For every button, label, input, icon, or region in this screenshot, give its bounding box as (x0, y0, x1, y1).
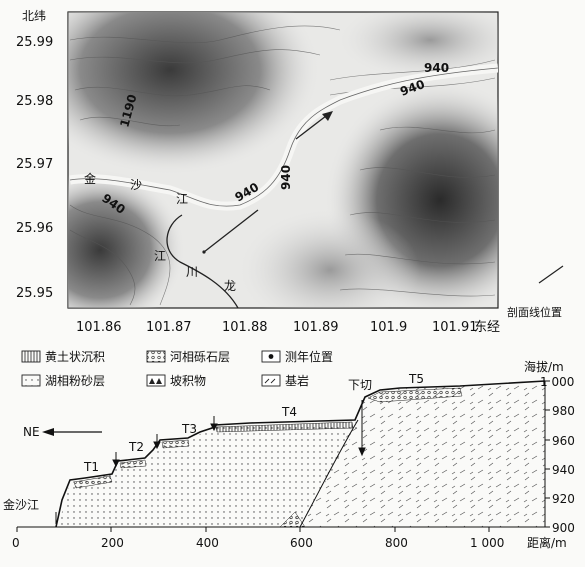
x-tick-400: 400 (196, 536, 219, 550)
longitude-title: 东经 (474, 320, 500, 335)
profile-line-legend-icon (538, 265, 564, 284)
river-char-jin: 金 (84, 171, 96, 186)
legend-swatch-colluvium (146, 374, 166, 387)
direction-arrowhead-icon (42, 428, 54, 436)
bedrock-hatch-icon (264, 378, 276, 384)
lon-tick-1: 101.86 (76, 320, 122, 335)
river-char-chuan: 川 (186, 265, 198, 279)
legend-swatch-bedrock (261, 374, 281, 387)
legend-swatch-loess (21, 350, 41, 363)
legend-label-lacustrine: 湖相粉砂层 (45, 373, 105, 388)
y-tick-960: 960 (552, 434, 575, 448)
legend-label-loess: 黄土状沉积 (45, 350, 105, 364)
lon-tick-2: 101.87 (146, 320, 192, 335)
legend-swatch-lacustrine (21, 374, 41, 387)
terrace-label-t4: T4 (281, 405, 297, 419)
y-tick-980: 980 (552, 404, 575, 418)
y-tick-920: 920 (552, 492, 575, 506)
profile-line-legend-label: 剖面线位置 (507, 305, 562, 319)
lat-tick-1: 25.99 (16, 35, 53, 50)
sampling-arrows (112, 400, 366, 468)
legend-label-bedrock: 基岩 (285, 373, 309, 388)
lat-tick-2: 25.98 (16, 94, 53, 109)
lon-tick-3: 101.88 (222, 320, 268, 335)
dating-dot-icon (268, 354, 274, 359)
x-tick-1000: 1 000 (470, 536, 504, 550)
terrace-label-t2: T2 (128, 440, 144, 454)
lon-tick-4: 101.89 (293, 320, 339, 335)
y-tick-940: 940 (552, 463, 575, 477)
topographic-map: 1190 940 940 940 940 940 金 沙 江 江 川 龙 北纬 … (16, 9, 564, 335)
lon-tick-6: 101.91 (432, 320, 478, 335)
x-tick-600: 600 (290, 536, 313, 550)
river-char-sha: 沙 (130, 178, 142, 192)
terrace-label-t1: T1 (83, 460, 99, 474)
geological-profile: T1 T2 T3 T4 T5 下切 NE 金沙江 0 (3, 359, 575, 550)
legend-label-gravel: 河相砾石层 (170, 350, 230, 364)
lat-tick-3: 25.97 (16, 157, 53, 172)
lat-tick-5: 25.95 (16, 286, 53, 301)
legend-label-dating: 测年位置 (285, 349, 333, 364)
y-axis-title: 海拔/m (524, 359, 564, 374)
legend-swatch-gravel (146, 350, 166, 363)
lat-tick-4: 25.96 (16, 221, 53, 236)
river-label: 金沙江 (3, 497, 39, 512)
contour-label-940-northeast: 940 (424, 61, 449, 75)
river-char-long: 龙 (224, 279, 236, 293)
terrace-label-t5: T5 (408, 372, 424, 386)
downcut-label: 下切 (348, 378, 372, 392)
x-tick-0: 0 (12, 536, 20, 550)
direction-label: NE (23, 425, 40, 439)
river-char-jiang: 江 (176, 192, 188, 206)
x-tick-200: 200 (101, 536, 124, 550)
legend: 黄土状沉积 河相砾石层 测年位置 湖相粉砂层 坡积物 基岩 (21, 349, 333, 388)
y-tick-900: 900 (552, 521, 575, 535)
colluvium-triangles-icon (149, 378, 162, 384)
river-char-jiang2: 江 (154, 249, 166, 263)
lon-tick-5: 101.9 (370, 320, 407, 335)
legend-label-colluvium: 坡积物 (170, 374, 206, 388)
latitude-title: 北纬 (22, 9, 46, 23)
terrace-label-t3: T3 (181, 422, 197, 436)
contour-label-940-vertical: 940 (279, 165, 293, 190)
y-tick-1000: 1 000 (540, 375, 574, 389)
x-tick-800: 800 (385, 536, 408, 550)
x-axis-title: 距离/m (527, 535, 567, 550)
